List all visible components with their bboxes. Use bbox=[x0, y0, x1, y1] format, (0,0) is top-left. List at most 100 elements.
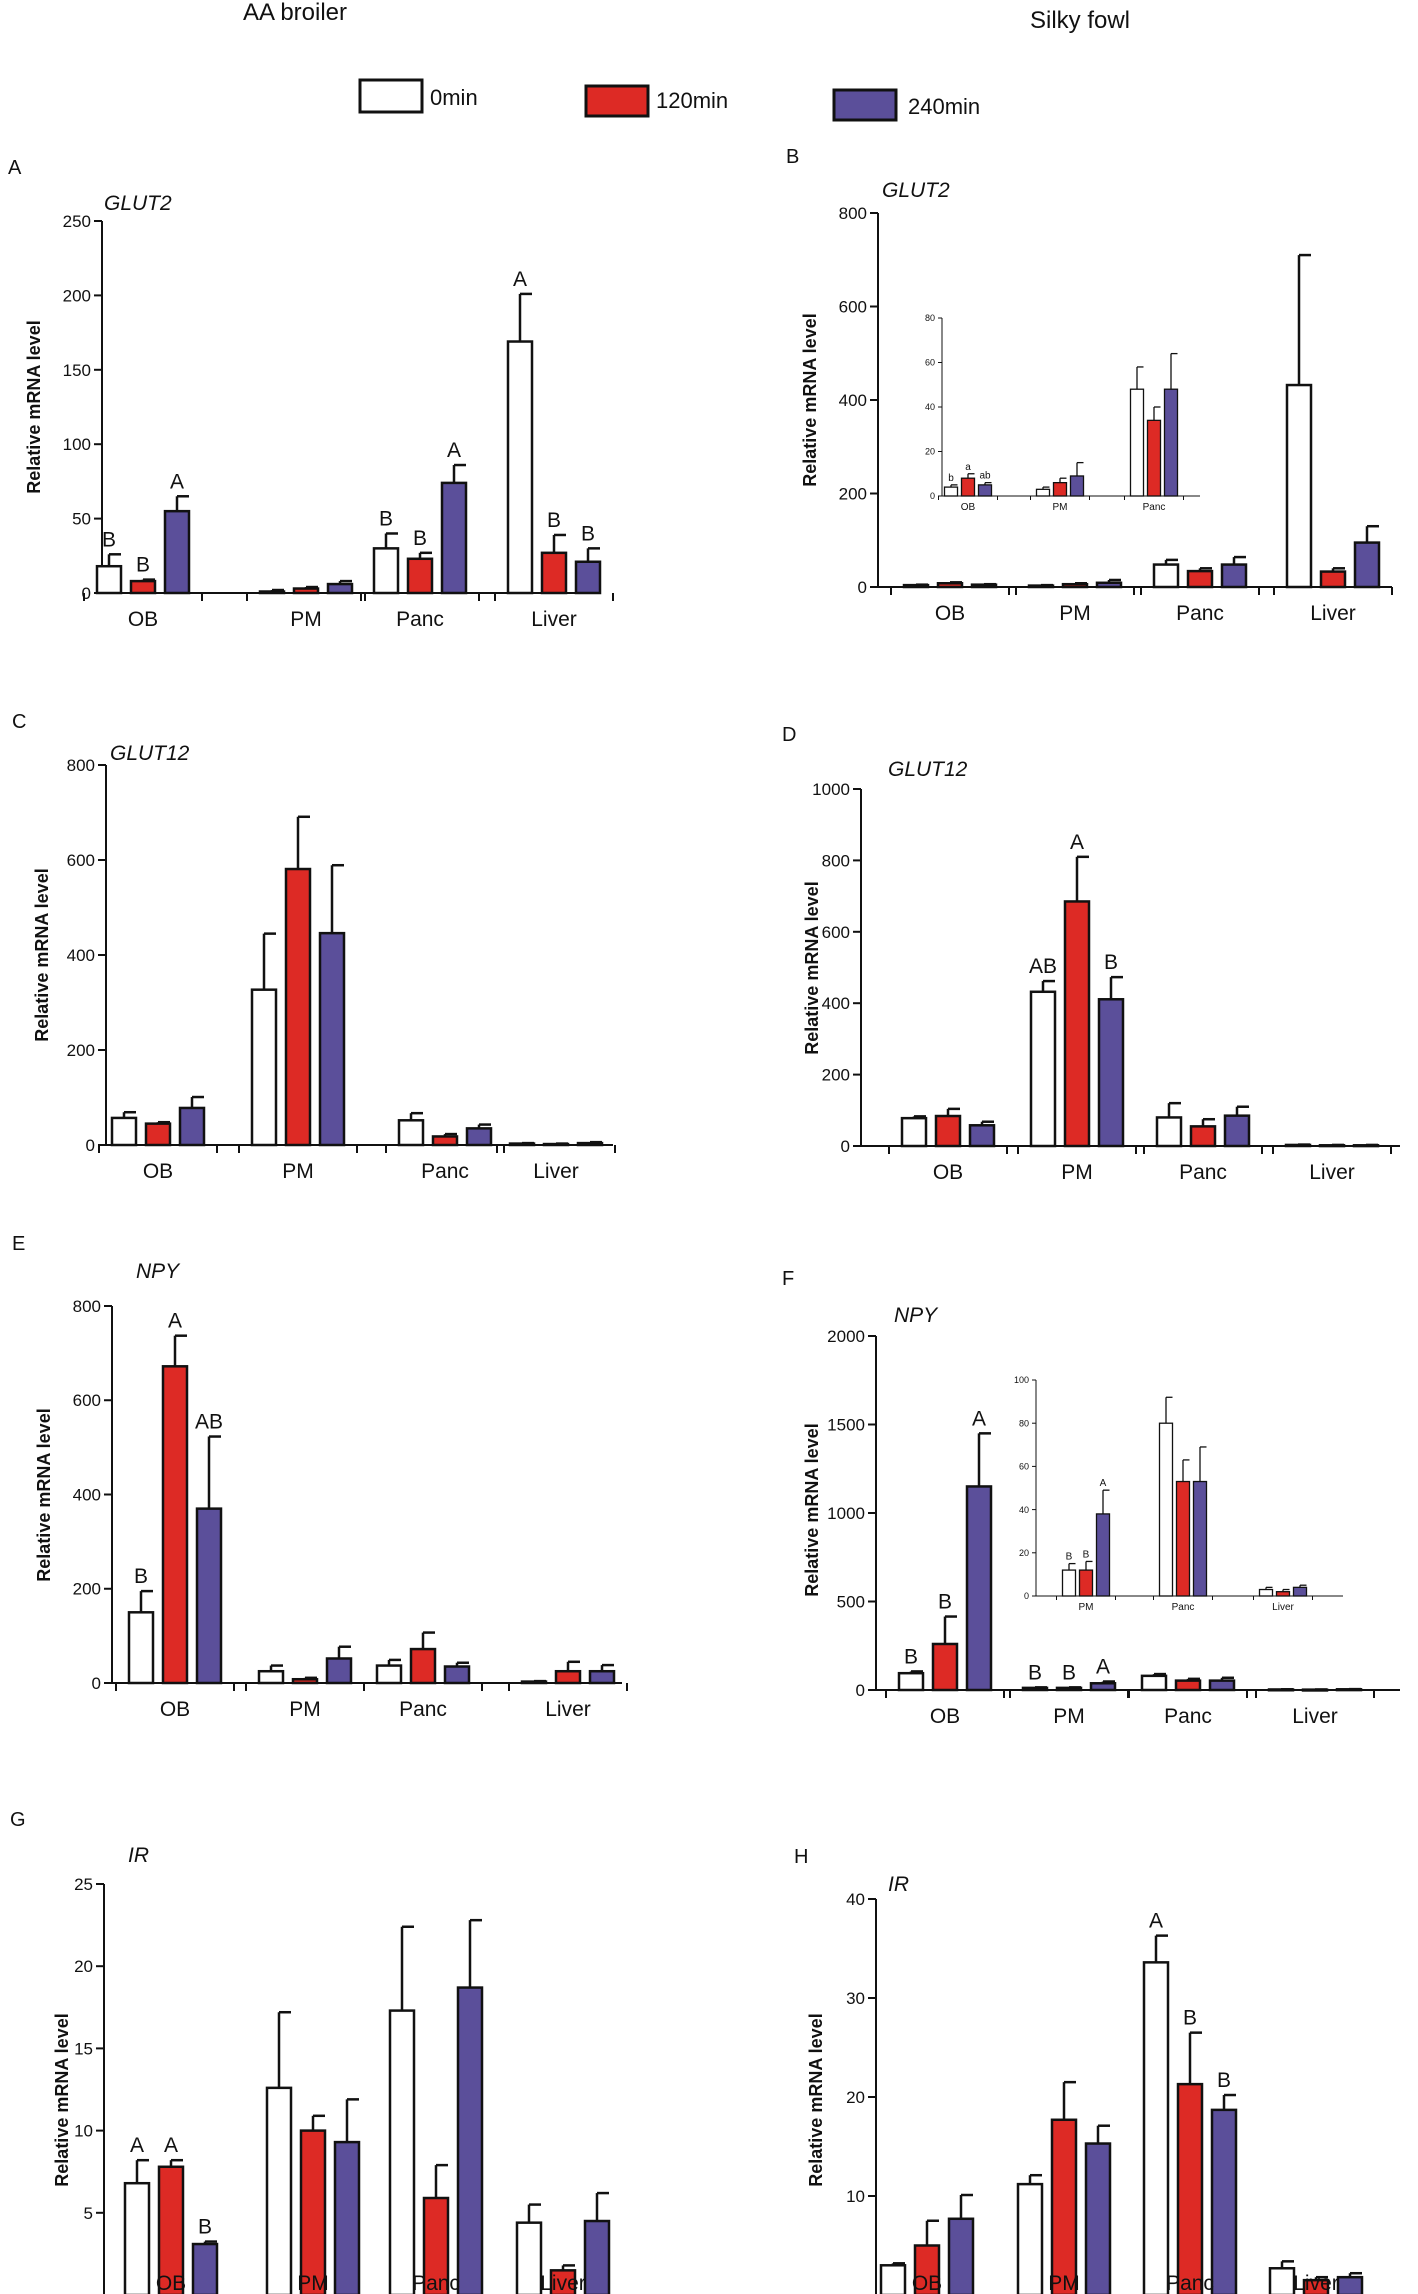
bar-0min-Panc bbox=[1155, 1116, 1183, 1148]
x-tick-label-ob: OB bbox=[128, 608, 158, 631]
bar-0min-Liver bbox=[515, 2221, 543, 2294]
x-tick-label-ob: OB bbox=[935, 602, 965, 625]
right-column-title: Silky fowl bbox=[1030, 7, 1130, 34]
x-tick-label-panc: Panc bbox=[421, 1160, 469, 1183]
bar-240min-OB bbox=[163, 509, 191, 595]
bar-120min-PM bbox=[299, 2129, 327, 2294]
bar-240min-Liver bbox=[574, 560, 602, 595]
bar-120min-OB bbox=[934, 1114, 962, 1148]
x-tick-label-panc: Panc bbox=[399, 1698, 447, 1721]
panel-A: A GLUT2 Relative mRNA level 0 50 100 150 200 250… bbox=[8, 157, 614, 631]
x-tick-label-liver: Liver bbox=[1310, 602, 1356, 625]
bar-120min-OB bbox=[161, 1365, 189, 1685]
y-axis-label: Relative mRNA level bbox=[32, 868, 52, 1041]
bar-240min-OB bbox=[968, 1124, 996, 1148]
bar-0min-OB bbox=[110, 1116, 138, 1147]
y-tick-label: 20 bbox=[1019, 1548, 1029, 1558]
y-tick-label: 800 bbox=[822, 851, 850, 870]
bar-240min-OB bbox=[965, 1485, 993, 1692]
significance-label: B bbox=[547, 509, 561, 532]
y-tick-label: 60 bbox=[1019, 1462, 1029, 1472]
bar-0min-PM bbox=[258, 590, 286, 595]
bar-120min-Panc bbox=[431, 1135, 459, 1147]
bar-240min-Panc bbox=[1163, 388, 1179, 497]
bar-0min-Liver bbox=[1285, 383, 1313, 589]
y-tick-label: 40 bbox=[925, 402, 935, 412]
y-tick-label: 0 bbox=[1024, 1591, 1029, 1601]
y-axis-label: Relative mRNA level bbox=[24, 320, 44, 493]
significance-label: B bbox=[198, 2216, 212, 2239]
bar-120min-Panc bbox=[406, 557, 434, 595]
y-tick-label: 0 bbox=[92, 1674, 101, 1693]
x-tick-label-pm: PM bbox=[289, 1698, 321, 1721]
bar-0min-PM bbox=[1029, 990, 1057, 1148]
x-tick-label-liver: Liver bbox=[1272, 1602, 1294, 1613]
x-tick-label-liver: Liver bbox=[531, 608, 577, 631]
significance-label: B bbox=[1104, 951, 1118, 974]
significance-label: AB bbox=[195, 1411, 223, 1434]
bar-240min-Panc bbox=[443, 1665, 471, 1685]
bar-120min-Liver bbox=[554, 1669, 582, 1685]
x-tick-label-ob: OB bbox=[933, 1161, 963, 1184]
panel-gene-title: IR bbox=[888, 1873, 909, 1896]
legend-swatch-240min bbox=[832, 88, 898, 122]
significance-label: B bbox=[1083, 1549, 1090, 1560]
y-tick-label: 200 bbox=[822, 1066, 850, 1085]
significance-label: A bbox=[1070, 831, 1084, 854]
x-tick-label-pm: PM bbox=[1061, 1161, 1093, 1184]
bar-0min-PM bbox=[250, 988, 278, 1147]
panel-letter: F bbox=[782, 1268, 794, 1290]
panel-letter: H bbox=[794, 1846, 808, 1868]
y-tick-label: 100 bbox=[63, 435, 91, 454]
x-tick-label-pm: PM bbox=[1053, 1705, 1085, 1728]
significance-label: B bbox=[1028, 1661, 1042, 1684]
bar-240min-OB bbox=[178, 1106, 206, 1147]
significance-label: B bbox=[1217, 2069, 1231, 2092]
bar-0min-PM bbox=[1016, 2182, 1044, 2294]
legend-swatch-120min bbox=[584, 84, 650, 118]
panel-gene-title: GLUT2 bbox=[104, 192, 172, 215]
y-tick-label: 15 bbox=[74, 2039, 93, 2058]
bar-240min-PM bbox=[1097, 998, 1125, 1148]
x-tick-label-ob: OB bbox=[961, 502, 976, 513]
bar-0min-PM bbox=[257, 1669, 285, 1685]
significance-label: A bbox=[1096, 1656, 1110, 1679]
bar-0min-Panc bbox=[1129, 388, 1145, 497]
panel-H: H IR Relative mRNA level 10 20 30 40 OB PM A B B Pan… bbox=[794, 1846, 1364, 2294]
significance-label: B bbox=[1062, 1661, 1076, 1684]
y-axis-label: Relative mRNA level bbox=[800, 313, 820, 486]
bar-0min-OB bbox=[123, 2181, 151, 2294]
bar-240min-Panc bbox=[456, 1986, 484, 2294]
bar-240min-Panc bbox=[440, 481, 468, 595]
bar-0min-OB bbox=[127, 1611, 155, 1685]
x-tick-label-ob: OB bbox=[912, 2272, 942, 2294]
bar-120min-Liver bbox=[1275, 1591, 1291, 1597]
bar-0min-Panc bbox=[388, 2009, 416, 2294]
bar-120min-Panc bbox=[1186, 569, 1214, 589]
y-axis-label: Relative mRNA level bbox=[802, 881, 822, 1054]
bar-120min-OB bbox=[960, 477, 976, 497]
x-tick-label-liver: Liver bbox=[1293, 2272, 1339, 2294]
y-tick-label: 800 bbox=[73, 1297, 101, 1316]
significance-label: B bbox=[379, 507, 393, 530]
panel-D: D GLUT12 Relative mRNA level 0 200 400 600 800 1… bbox=[782, 724, 1400, 1184]
y-tick-label: 500 bbox=[837, 1592, 865, 1611]
x-tick-label-ob: OB bbox=[143, 1160, 173, 1183]
bar-120min-PM bbox=[1050, 2118, 1078, 2294]
legend-label-120min: 120min bbox=[656, 88, 728, 113]
bar-240min-PM bbox=[1089, 1682, 1117, 1692]
y-tick-label: 600 bbox=[822, 923, 850, 942]
x-tick-label-panc: Panc bbox=[1143, 502, 1166, 513]
y-tick-label: 250 bbox=[63, 212, 91, 231]
x-tick-label-pm: PM bbox=[290, 608, 322, 631]
y-axis-label: Relative mRNA level bbox=[802, 1423, 822, 1596]
bar-0min-OB bbox=[95, 564, 123, 595]
bar-0min-Liver bbox=[506, 340, 534, 595]
y-tick-label: 800 bbox=[67, 756, 95, 775]
x-tick-label-liver: Liver bbox=[545, 1698, 591, 1721]
bar-240min-PM bbox=[1084, 2142, 1112, 2294]
significance-label: b bbox=[948, 473, 954, 484]
significance-label: A bbox=[1100, 1478, 1107, 1489]
